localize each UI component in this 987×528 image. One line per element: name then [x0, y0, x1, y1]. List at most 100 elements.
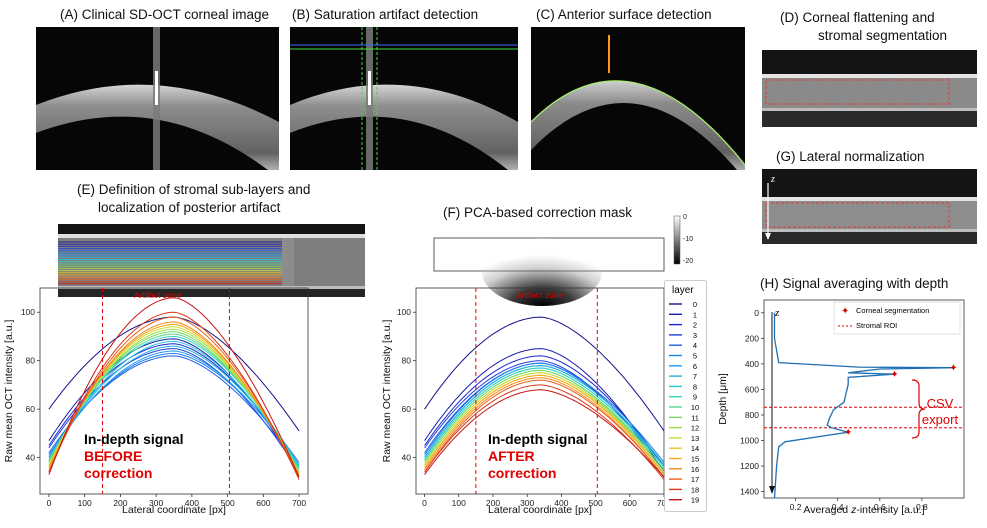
panel-g-title: (G) Lateral normalization	[776, 149, 925, 164]
series-line-layer-13	[424, 372, 665, 475]
legend-entry: 18	[691, 485, 699, 494]
series-line-layer-9	[424, 367, 665, 468]
legend-title: layer	[672, 285, 694, 296]
depth-profile-line	[773, 312, 954, 499]
series-line-layer-19	[48, 297, 300, 478]
series-line-layer-16	[48, 321, 300, 478]
legend-marker-segmentation: ✦	[841, 306, 849, 317]
x-tick-label: 500	[221, 498, 235, 508]
series-line-layer-16	[424, 377, 665, 478]
legend-entry: 12	[691, 424, 699, 433]
legend-entry: 11	[691, 413, 699, 422]
series-line-layer-17	[48, 316, 300, 478]
series-line-layer-6	[48, 350, 300, 466]
y-tick-label: 80	[26, 356, 36, 366]
plot-e-ylabel: Raw mean OCT intensity [a.u.]	[3, 320, 15, 463]
panel-c-title: (C) Anterior surface detection	[536, 7, 712, 22]
series-line-layer-17	[424, 379, 665, 478]
plot-f-ylabel: Raw mean OCT intensity [a.u.]	[381, 320, 393, 463]
series-line-layer-2	[424, 355, 665, 468]
legend-entry: 1	[693, 310, 697, 319]
x-tick-label: 300	[520, 498, 534, 508]
y-tick-label: 600	[745, 384, 759, 394]
series-line-layer-18	[424, 384, 665, 480]
plot-e-label-3: correction	[84, 465, 152, 481]
segmentation-point: ✦	[890, 370, 898, 381]
x-tick-label: 0.4	[832, 502, 844, 512]
series-line-layer-11	[424, 369, 665, 473]
legend-entry: 0	[693, 300, 697, 309]
panel-h-title: (H) Signal averaging with depth	[760, 276, 949, 291]
h-legend-roi: Stromal ROI	[856, 321, 897, 330]
y-tick-label: 60	[402, 404, 412, 414]
series-line-layer-15	[424, 374, 665, 475]
panel-e-title-2: localization of posterior artifact	[98, 200, 281, 215]
plot-e-before: Artifact zone 0 100 200 300 400 500 600 700 40 60…	[3, 287, 309, 516]
mask-colorbar	[673, 215, 681, 265]
plot-h-ylabel: Depth [μm]	[717, 373, 729, 425]
plot-f-label-3: correction	[488, 465, 556, 481]
y-tick-label: 1400	[740, 487, 759, 497]
x-tick-label: 700	[292, 498, 306, 508]
x-tick-label: 200	[486, 498, 500, 508]
x-tick-label: 600	[623, 498, 637, 508]
plot-f-label-1: In-depth signal	[488, 431, 588, 447]
y-tick-label: 800	[745, 410, 759, 420]
h-z-label: z	[774, 307, 780, 319]
y-tick-label: 40	[402, 453, 412, 463]
panel-a-title: (A) Clinical SD-OCT corneal image	[60, 7, 270, 22]
series-line-layer-8	[48, 340, 300, 468]
y-tick-label: 1000	[740, 436, 759, 446]
x-tick-label: 0	[422, 498, 427, 508]
x-tick-label: 0.2	[790, 502, 802, 512]
legend-entry: 14	[691, 444, 699, 453]
x-tick-label: 300	[149, 498, 163, 508]
panel-d-title-2: stromal segmentation	[818, 28, 948, 43]
panel-e-title-1: (E) Definition of stromal sub-layers and	[77, 182, 311, 197]
x-tick-label: 600	[256, 498, 270, 508]
x-tick-label: 0	[47, 498, 52, 508]
x-tick-label: 0.6	[874, 502, 886, 512]
series-line-layer-4	[424, 362, 665, 468]
plot-e-label-1: In-depth signal	[84, 431, 184, 447]
csv-label-2: export	[922, 412, 959, 427]
panel-f-title: (F) PCA-based correction mask	[443, 205, 633, 220]
series-line-layer-0	[424, 316, 665, 432]
series-line-layer-19	[424, 389, 665, 478]
y-tick-label: 60	[26, 404, 36, 414]
plot-e-xlabel: Lateral coordinate [px]	[122, 504, 226, 516]
x-tick-label: 400	[185, 498, 199, 508]
y-tick-label: 400	[745, 359, 759, 369]
x-tick-label: 100	[452, 498, 466, 508]
y-tick-label: 1200	[740, 461, 759, 471]
oct-image-c	[531, 27, 745, 170]
legend-entry: 5	[693, 352, 697, 361]
artifact-zone-label-e: Artifact zone	[134, 290, 182, 300]
oct-image-a	[36, 27, 279, 170]
legend-entry: 16	[691, 465, 699, 474]
plot-f-xlabel: Lateral coordinate [px]	[488, 504, 592, 516]
series-line-layer-7	[48, 345, 300, 466]
oct-image-g: z	[762, 169, 977, 244]
legend-entry: 9	[693, 393, 697, 402]
y-tick-label: 100	[21, 307, 35, 317]
artifact-zone-label-f: Artifact zone	[516, 290, 564, 300]
x-tick-label: 0.8	[916, 502, 928, 512]
plot-e-label-2: BEFORE	[84, 448, 142, 464]
legend-entry: 10	[691, 403, 699, 412]
segmentation-point: ✦	[949, 363, 957, 374]
y-tick-label: 0	[754, 308, 759, 318]
x-tick-label: 100	[78, 498, 92, 508]
legend-entry: 13	[691, 434, 699, 443]
legend-entry: 8	[693, 382, 697, 391]
legend-entry: 3	[693, 331, 697, 340]
plot-f-after: Artifact zone 0 100 200 300 400 500 600 7004060…	[381, 287, 671, 516]
segmentation-point: ✦	[844, 428, 852, 439]
y-tick-label: 40	[26, 453, 36, 463]
series-line-layer-7	[424, 365, 665, 466]
oct-image-b	[290, 27, 518, 170]
series-line-layer-5	[424, 362, 665, 463]
series-line-layer-3	[424, 360, 665, 473]
colorbar-tick-0: 0	[683, 214, 687, 221]
